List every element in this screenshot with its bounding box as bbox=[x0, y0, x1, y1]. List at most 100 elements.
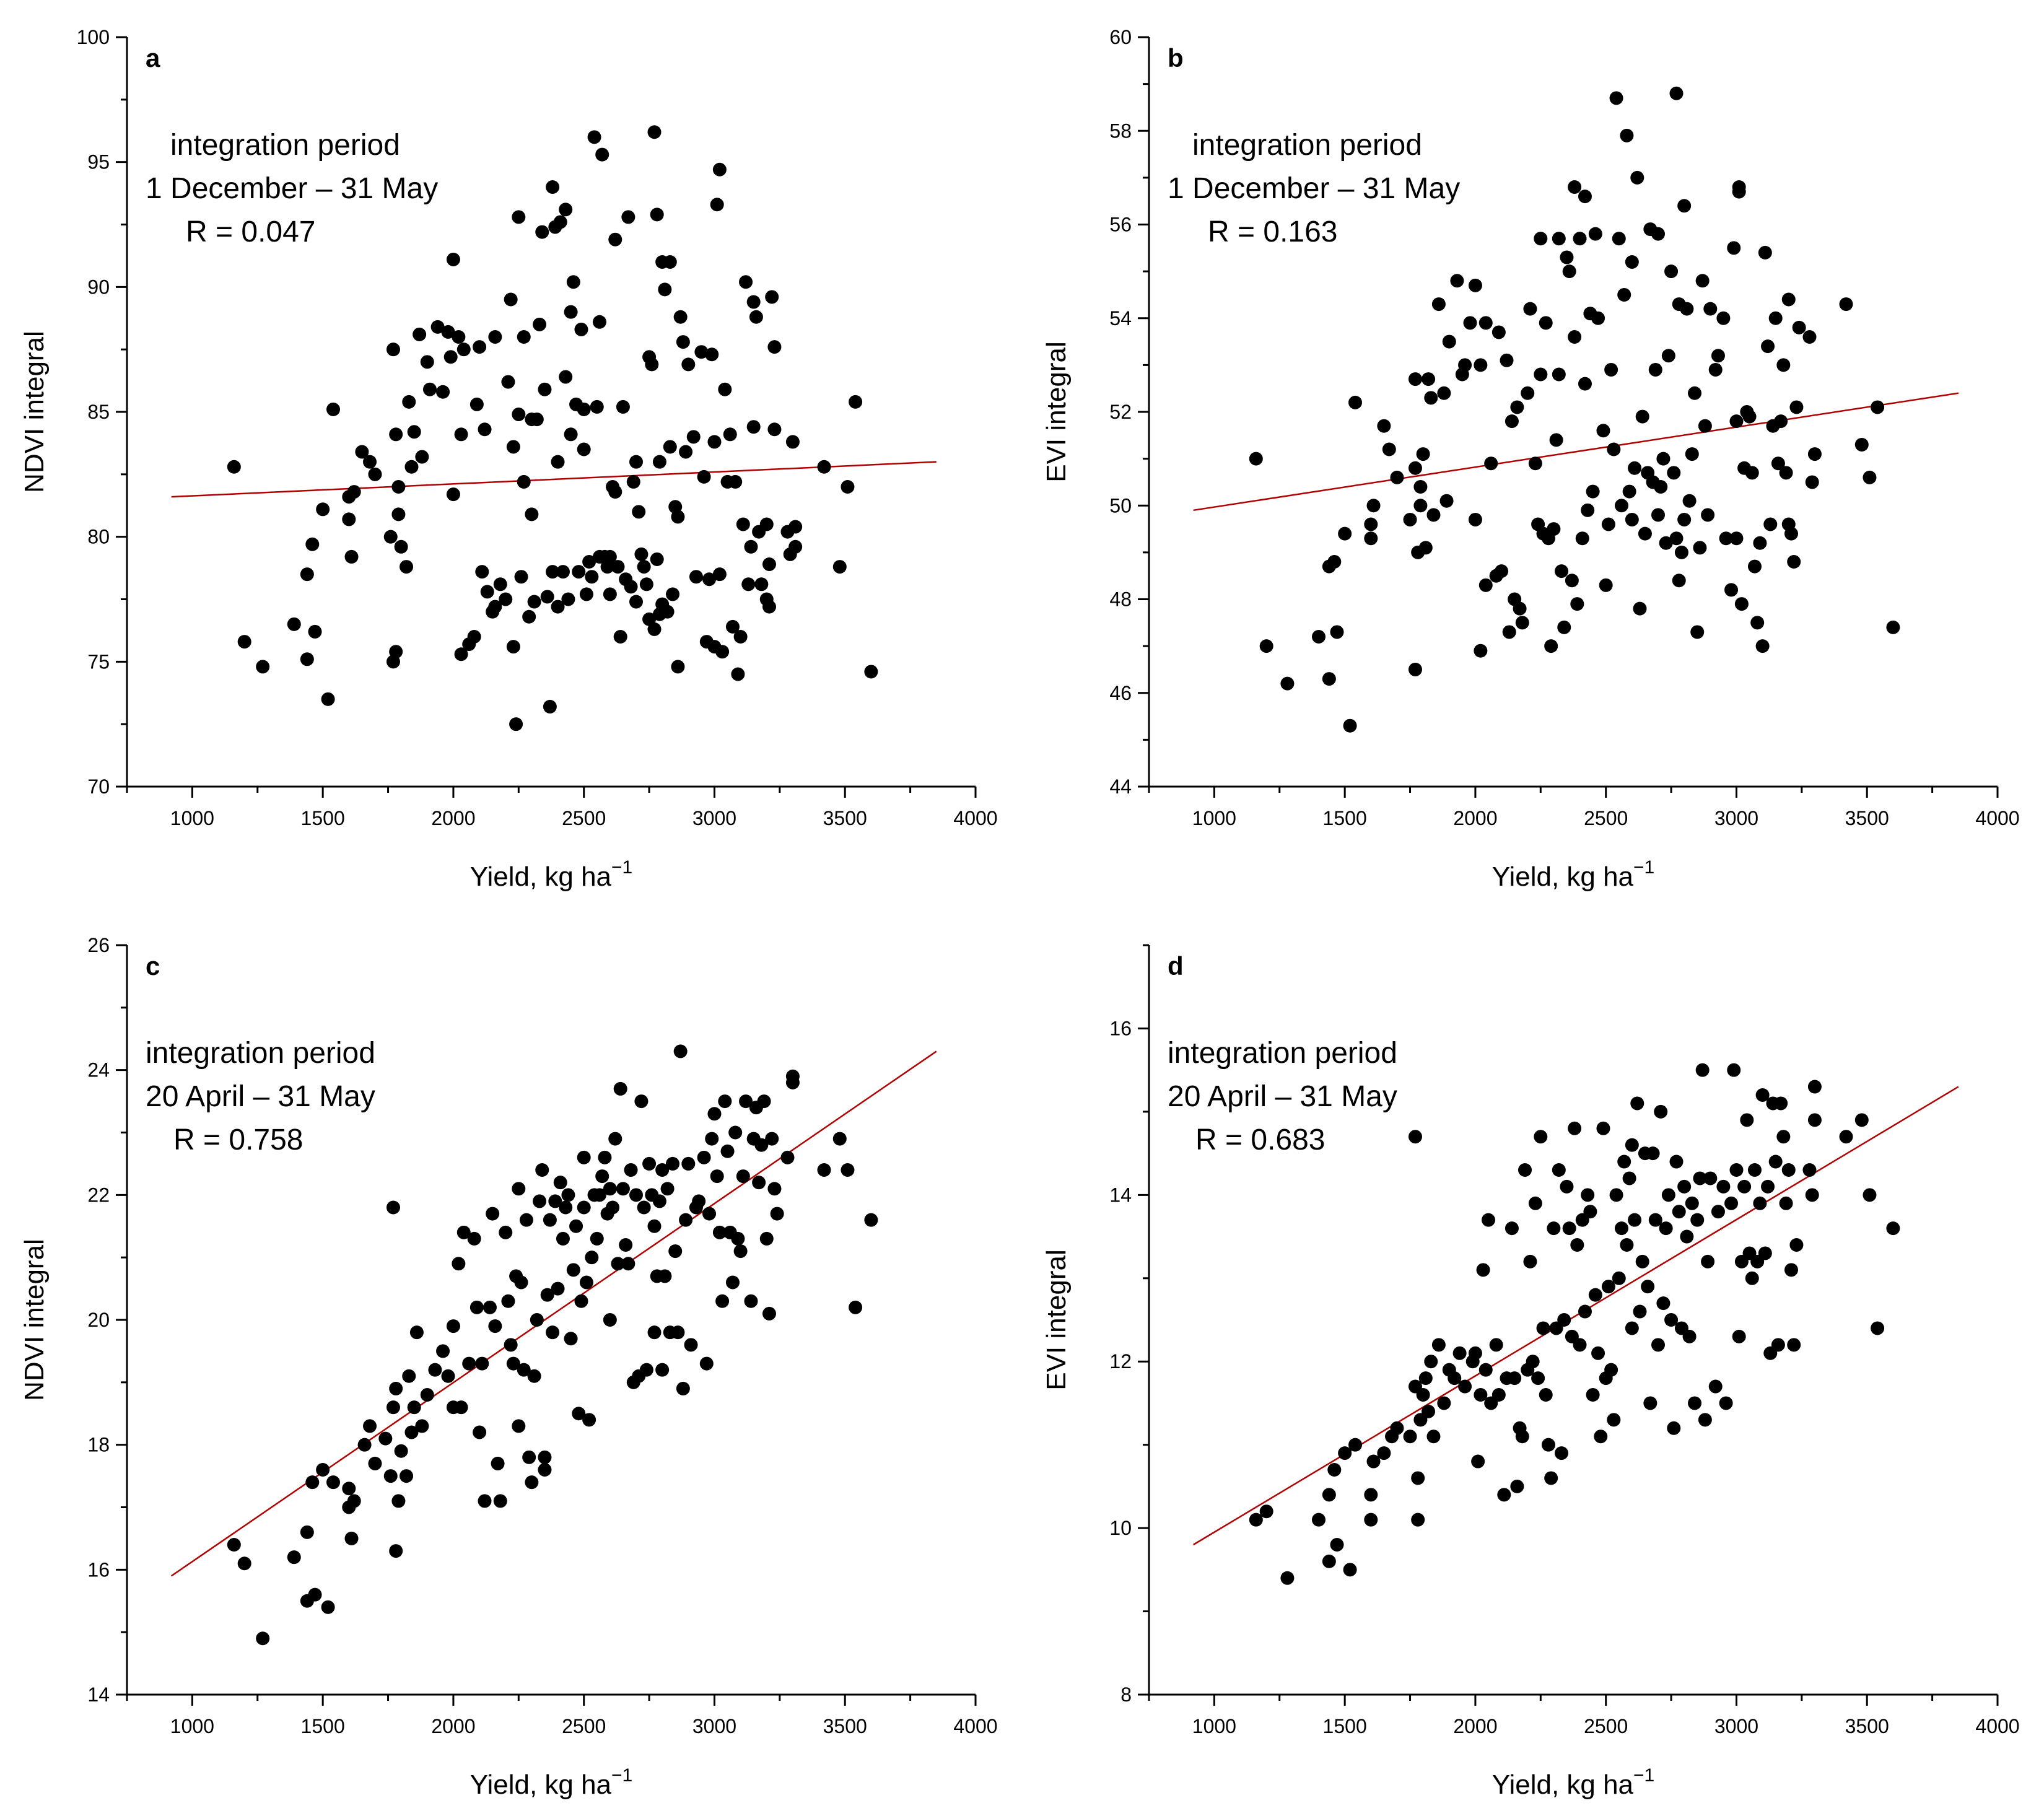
data-point bbox=[1463, 316, 1477, 330]
data-point bbox=[1478, 1363, 1493, 1377]
data-point bbox=[1622, 484, 1636, 499]
data-point bbox=[569, 1219, 583, 1233]
data-point bbox=[300, 652, 314, 666]
data-point bbox=[715, 645, 730, 659]
data-point bbox=[1779, 1196, 1793, 1210]
data-point bbox=[668, 1244, 683, 1259]
data-point bbox=[1661, 1188, 1675, 1202]
data-point bbox=[647, 1325, 662, 1340]
data-point bbox=[415, 1419, 429, 1433]
data-point bbox=[1871, 400, 1885, 414]
data-point bbox=[1805, 1188, 1819, 1202]
data-point bbox=[1737, 1179, 1752, 1194]
data-point bbox=[1886, 1221, 1900, 1236]
data-point bbox=[535, 225, 549, 239]
data-point bbox=[504, 1338, 518, 1352]
data-point bbox=[1779, 466, 1793, 480]
data-point bbox=[506, 1356, 520, 1371]
data-point bbox=[733, 630, 748, 644]
data-point bbox=[357, 1438, 372, 1452]
data-point bbox=[1521, 386, 1535, 400]
annotation-line: R = 0.163 bbox=[1208, 216, 1337, 248]
data-point bbox=[1863, 470, 1877, 484]
data-point bbox=[1664, 264, 1679, 279]
data-point bbox=[1523, 1254, 1537, 1268]
data-point bbox=[841, 1163, 855, 1177]
data-point bbox=[658, 1269, 672, 1283]
data-point bbox=[1719, 1396, 1733, 1410]
data-point bbox=[679, 1213, 693, 1227]
data-point bbox=[762, 557, 776, 572]
x-tick-label: 2500 bbox=[562, 1715, 606, 1737]
data-point bbox=[1539, 1388, 1553, 1402]
data-point bbox=[1761, 1179, 1775, 1194]
data-point bbox=[506, 440, 520, 454]
data-point bbox=[731, 1231, 745, 1246]
data-point bbox=[1886, 620, 1900, 634]
data-point bbox=[1698, 419, 1712, 433]
data-point bbox=[1745, 1271, 1759, 1285]
data-point bbox=[1539, 316, 1553, 330]
data-point bbox=[720, 1144, 735, 1158]
data-point bbox=[1442, 334, 1456, 349]
data-point bbox=[1492, 325, 1506, 339]
data-point bbox=[1635, 1254, 1649, 1268]
data-point bbox=[1437, 1396, 1451, 1410]
data-point bbox=[430, 320, 445, 334]
data-point bbox=[864, 665, 878, 679]
data-point bbox=[1635, 409, 1649, 424]
data-point bbox=[1531, 1371, 1545, 1386]
trend-line bbox=[171, 461, 937, 498]
data-point bbox=[702, 1207, 717, 1221]
data-point bbox=[1259, 639, 1273, 653]
data-point bbox=[1523, 302, 1537, 316]
data-point bbox=[762, 600, 776, 614]
data-point bbox=[1607, 442, 1621, 456]
x-tick-label: 1500 bbox=[301, 1715, 345, 1737]
data-point bbox=[402, 395, 416, 409]
data-point bbox=[780, 1150, 795, 1164]
x-tick-label: 2000 bbox=[431, 1715, 475, 1737]
data-point bbox=[767, 340, 782, 354]
data-point bbox=[590, 1231, 604, 1246]
data-point bbox=[422, 382, 437, 396]
data-point bbox=[788, 520, 803, 534]
x-tick-label: 2500 bbox=[1584, 807, 1628, 829]
data-point bbox=[1599, 578, 1613, 592]
data-point bbox=[1727, 241, 1741, 255]
data-point bbox=[1489, 1338, 1503, 1352]
y-axis-title: EVI integral bbox=[1041, 341, 1072, 482]
y-tick-label: 24 bbox=[87, 1059, 110, 1081]
data-point bbox=[415, 450, 429, 464]
data-point bbox=[1672, 574, 1686, 588]
data-point bbox=[841, 480, 855, 494]
data-point bbox=[1348, 1438, 1363, 1452]
data-point bbox=[527, 1369, 541, 1383]
data-point bbox=[752, 1176, 766, 1190]
x-axis-title-text: Yield, kg ha bbox=[1492, 1770, 1634, 1800]
data-point bbox=[1588, 227, 1602, 241]
data-point bbox=[237, 635, 251, 649]
data-point bbox=[551, 600, 565, 614]
data-point bbox=[785, 435, 800, 449]
data-point bbox=[639, 577, 653, 592]
y-tick-label: 80 bbox=[87, 526, 110, 548]
data-point bbox=[1685, 1196, 1699, 1210]
data-point bbox=[1628, 1213, 1642, 1227]
data-point bbox=[305, 537, 320, 551]
y-tick-label: 14 bbox=[1109, 1184, 1132, 1206]
data-point bbox=[1338, 1446, 1352, 1460]
data-point bbox=[642, 612, 657, 626]
data-point bbox=[1805, 475, 1819, 489]
data-point bbox=[746, 295, 761, 309]
data-point bbox=[386, 1200, 400, 1215]
data-point bbox=[1424, 391, 1438, 405]
data-point bbox=[1761, 339, 1775, 354]
data-point bbox=[540, 1288, 554, 1302]
data-point bbox=[736, 517, 750, 531]
x-tick-label: 4000 bbox=[953, 1715, 997, 1737]
data-point bbox=[671, 660, 685, 674]
data-point bbox=[456, 343, 471, 357]
data-point bbox=[488, 1319, 502, 1334]
data-point bbox=[499, 592, 513, 606]
